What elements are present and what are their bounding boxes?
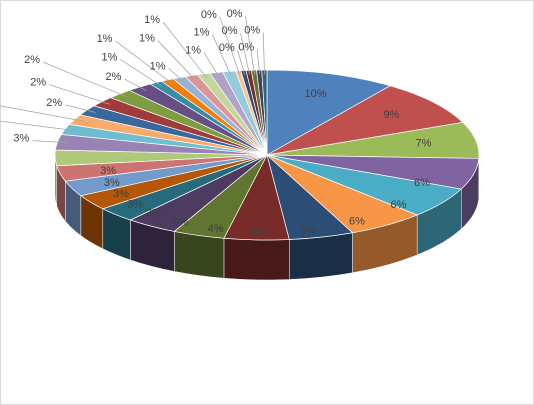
leader-line [245, 15, 255, 75]
data-label: 2% [105, 71, 121, 83]
data-label: 1% [185, 45, 201, 57]
data-label: 2% [46, 97, 62, 109]
data-label: 2% [30, 76, 46, 88]
data-label: 0% [227, 8, 243, 20]
data-label: 0% [238, 42, 254, 54]
data-label: 5% [251, 227, 267, 239]
data-label: 1% [97, 33, 113, 45]
slice-side [174, 231, 225, 279]
slice [266, 85, 464, 156]
leader-line [0, 105, 85, 122]
data-label: 3% [127, 198, 143, 210]
leader-line [32, 140, 68, 144]
leader-line [162, 21, 208, 79]
leader-line [124, 78, 147, 91]
data-label: 5% [300, 225, 316, 237]
data-label: 2% [24, 54, 40, 66]
data-label: 1% [144, 14, 160, 26]
leader-line [262, 32, 265, 75]
data-label: 7% [416, 138, 432, 150]
data-label: 4% [208, 223, 224, 235]
leader-line [212, 34, 232, 76]
leader-line [256, 49, 260, 75]
leader-line [65, 104, 96, 113]
data-label: 3% [104, 177, 120, 189]
data-label: 0% [219, 42, 235, 54]
data-label: 1% [194, 26, 210, 38]
data-label: 3% [100, 165, 116, 177]
data-label: 3% [13, 133, 29, 145]
slice-side [223, 237, 290, 281]
data-label: 0% [222, 25, 238, 37]
data-label: 0% [201, 9, 217, 21]
data-label: 10% [304, 88, 326, 100]
data-label: 3% [146, 208, 162, 220]
leader-line [42, 61, 128, 98]
leader-line [120, 59, 162, 87]
data-label: 9% [383, 109, 399, 121]
leader-line [115, 40, 173, 85]
leader-line [240, 32, 250, 75]
leader-line [237, 50, 245, 75]
data-label: 6% [414, 177, 430, 189]
data-label: 3% [113, 188, 129, 200]
data-label: 1% [101, 51, 117, 63]
data-label: 6% [349, 215, 365, 227]
leader-line [157, 40, 196, 80]
leader-line [49, 84, 111, 105]
slice [266, 69, 392, 156]
data-label: 6% [390, 199, 406, 211]
data-label: 0% [244, 25, 260, 37]
data-label: 1% [150, 60, 166, 72]
leader-line [168, 68, 184, 82]
data-label: 1% [139, 33, 155, 45]
slice-side [289, 232, 353, 280]
data-label: 4% [172, 216, 188, 228]
leader-line [219, 16, 241, 76]
leader-line [0, 120, 76, 132]
leader-line [203, 52, 220, 77]
